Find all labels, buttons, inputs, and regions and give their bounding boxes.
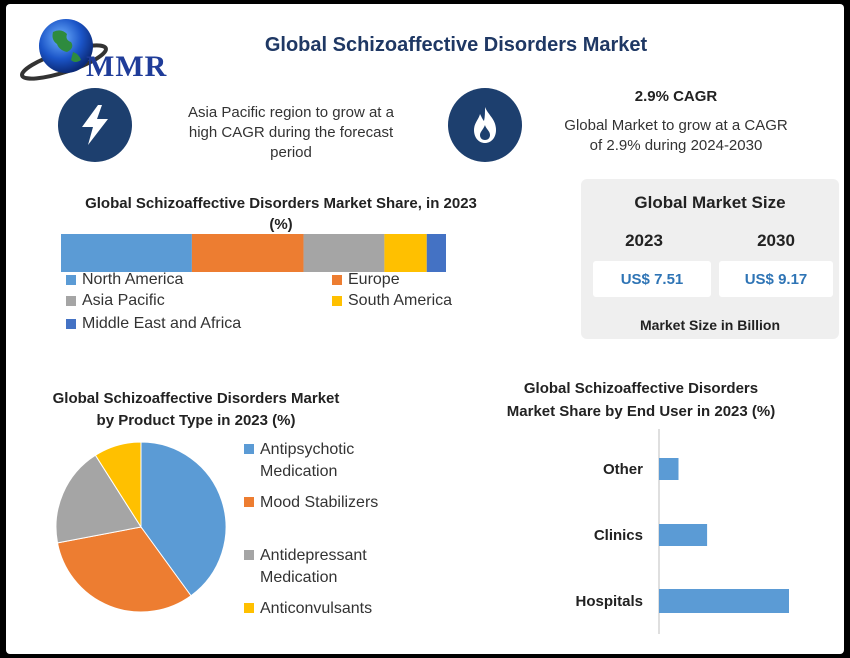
flame-badge [448, 88, 522, 162]
logo-text: MMR [86, 50, 168, 83]
product-type-pie [55, 441, 227, 613]
globe-icon [20, 19, 108, 81]
legend-middle-east-africa: Middle East and Africa [66, 315, 241, 333]
category-label-other: Other [603, 461, 643, 478]
product-type-title: Global Schizoaffective Disorders Market … [52, 390, 340, 429]
bar-segment-europe [191, 234, 304, 272]
legend-europe: Europe [332, 271, 400, 289]
market-size-title: Global Market Size [634, 193, 786, 212]
pie-slice-anticonvulsants [94, 441, 142, 529]
legend-swatch [332, 296, 342, 306]
value-2030: US$ 9.17 [719, 261, 833, 297]
bar-other [659, 458, 679, 480]
legend-antipsychotic: Antipsychotic Medication [244, 439, 354, 483]
cagr-description: Global Market to grow at a CAGR of 2.9% … [564, 117, 788, 154]
pie-slice-mood-stabilizers [56, 526, 192, 613]
end-user-bar-chart: Other Clinics Hospitals [575, 429, 789, 634]
bar-hospitals [659, 589, 789, 613]
bar-segment-north-america [61, 234, 192, 272]
year-2030: 2030 [757, 231, 795, 250]
legend-north-america: North America [66, 271, 183, 289]
page-title: Global Schizoaffective Disorders Market [264, 34, 648, 56]
pie-slice-antipsychotic-medication [140, 441, 227, 597]
legend-anticonvulsants: Anticonvulsants [244, 598, 372, 620]
legend-mood-stabilizers: Mood Stabilizers [244, 492, 378, 514]
legend-swatch [332, 275, 342, 285]
legend-swatch [66, 275, 76, 285]
infographic: MMR Global Schizoaffective Disorders Mar… [6, 4, 844, 654]
end-user-title: Global Schizoaffective Disorders Market … [506, 380, 776, 420]
legend-antidepressant: Antidepressant Medication [244, 545, 367, 589]
value-2023: US$ 7.51 [593, 261, 711, 297]
legend-swatch [244, 497, 254, 507]
flame-icon [474, 107, 496, 143]
legend-swatch [244, 550, 254, 560]
bar-segment-south-america [384, 234, 427, 272]
bar-segment-middle-east-and-africa [426, 234, 446, 272]
legend-swatch [244, 603, 254, 613]
market-size-footer: Market Size in Billion [639, 317, 781, 333]
regional-share-title: Global Schizoaffective Disorders Market … [85, 195, 477, 233]
legend-swatch [244, 444, 254, 454]
cagr-heading: 2.9% CAGR [634, 88, 718, 105]
category-label-hospitals: Hospitals [575, 593, 643, 610]
legend-swatch [66, 296, 76, 306]
regional-share-bar [61, 234, 446, 272]
lightning-icon [82, 105, 108, 145]
legend-swatch [66, 319, 76, 329]
year-2023: 2023 [625, 231, 663, 250]
category-label-clinics: Clinics [594, 527, 643, 544]
logo: MMR [18, 14, 188, 84]
bar-clinics [659, 524, 708, 546]
market-size-card: Global Market Size 2023 2030 US$ 7.51 US… [581, 179, 839, 339]
legend-south-america: South America [332, 292, 452, 310]
bar-segment-asia-pacific [303, 234, 385, 272]
highlight-asia-pacific: Asia Pacific region to grow at a high CA… [188, 104, 394, 161]
legend-asia-pacific: Asia Pacific [66, 292, 165, 310]
pie-slice-antidepressant-medication [55, 454, 142, 544]
lightning-badge [58, 88, 132, 162]
